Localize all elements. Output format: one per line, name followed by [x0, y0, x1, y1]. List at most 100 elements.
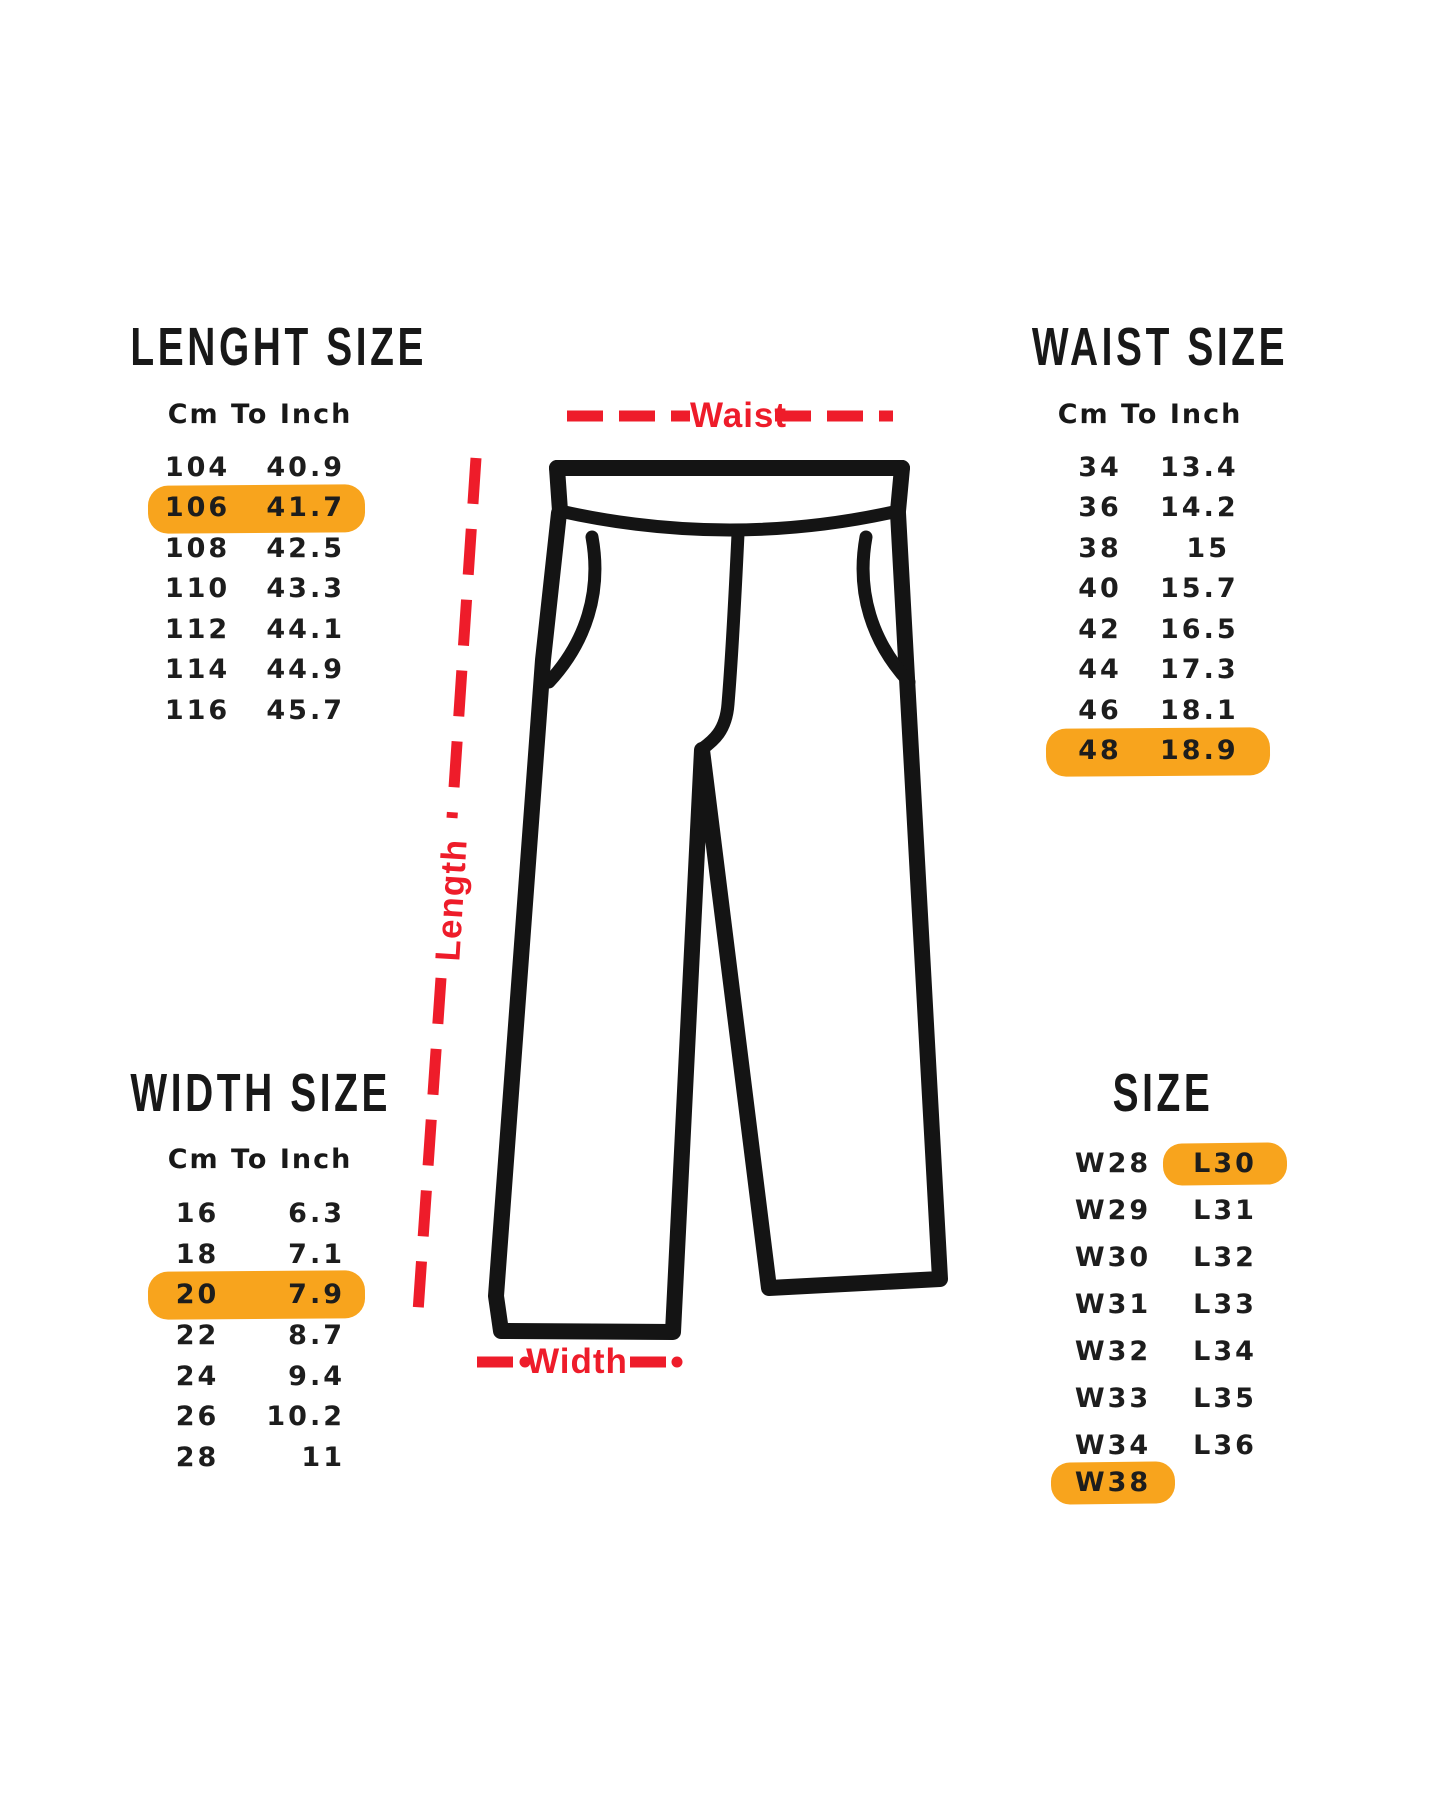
cm-value: 20: [175, 1279, 220, 1311]
cm-value: 40: [1078, 573, 1122, 605]
waist-size-value: W30: [1074, 1242, 1152, 1273]
cm-value: 38: [1078, 532, 1122, 564]
cm-value: 34: [1078, 451, 1122, 483]
waist-size-value: W28: [1074, 1148, 1152, 1179]
size-title: SIZE: [1112, 1063, 1214, 1123]
cm-value: 108: [164, 532, 231, 564]
pants-waistband-left: [549, 460, 568, 519]
cm-value: 46: [1078, 694, 1122, 726]
inch-value: 14.2: [1160, 492, 1239, 524]
table-row: 34 13.4: [1040, 447, 1235, 488]
table-row: 44 17.3: [1040, 650, 1239, 691]
length-size-subtitle: Cm To Inch: [167, 399, 353, 430]
inch-value: 40.9: [266, 451, 345, 483]
table-row: W28 L30: [1065, 1140, 1273, 1187]
inch-value: 17.3: [1160, 654, 1239, 686]
cm-value: 24: [175, 1360, 220, 1392]
table-row: 106 41.7: [140, 488, 345, 529]
waist-size-value: W32: [1074, 1336, 1152, 1367]
inch-value: 11: [301, 1441, 345, 1473]
cm-value: 42: [1078, 613, 1122, 645]
cm-value: 104: [164, 451, 231, 483]
table-row: 108 42.5: [140, 528, 345, 569]
waist-size-subtitle: Cm To Inch: [1057, 399, 1243, 430]
table-row: W29 L31: [1065, 1187, 1273, 1234]
table-row: 116 45.7: [140, 690, 345, 731]
length-size-value: L36: [1193, 1430, 1257, 1461]
cm-value: 18: [175, 1238, 220, 1270]
fly-seam: [695, 527, 745, 756]
length-measure-line-bottom: [412, 977, 447, 1313]
waist-size-table: 34 13.4 36 14.2 38 15 40 15.7 42 16.5 44…: [1040, 447, 1239, 772]
table-row: 26 10.2: [140, 1396, 345, 1437]
inch-value: 6.3: [288, 1197, 345, 1229]
cm-value: 16: [175, 1197, 220, 1229]
table-row: 48 18.9: [1040, 731, 1239, 772]
table-row: W32 L34: [1065, 1328, 1273, 1375]
size-table: W28 L30 W29 L31 W30 L32 W31 L33 W32 L34 …: [1065, 1140, 1273, 1506]
length-size-value: L33: [1193, 1289, 1257, 1320]
cm-value: 116: [164, 694, 231, 726]
table-row: 24 9.4: [140, 1356, 345, 1397]
cm-value: 36: [1078, 492, 1122, 524]
inch-value: 42.5: [266, 532, 345, 564]
width-label: Width: [526, 1342, 628, 1381]
inch-value: 18.9: [1160, 735, 1239, 767]
table-row: 36 14.2: [1040, 488, 1239, 529]
inch-value: 43.3: [266, 573, 345, 605]
inch-value: 16.5: [1160, 613, 1239, 645]
right-pocket-curve: [856, 530, 916, 689]
inch-value: 18.1: [1160, 694, 1239, 726]
table-row: 20 7.9: [140, 1274, 345, 1315]
length-measure-line-top: [446, 457, 482, 819]
cm-value: 112: [164, 613, 231, 645]
table-row: 16 6.3: [140, 1193, 345, 1234]
cm-value: 106: [164, 492, 231, 524]
width-size-title: WIDTH SIZE: [130, 1063, 392, 1123]
table-row: 112 44.1: [140, 609, 345, 650]
inch-value: 9.4: [288, 1360, 345, 1392]
waist-size-value: W33: [1074, 1383, 1152, 1414]
cm-value: 48: [1078, 735, 1122, 767]
length-size-value: L31: [1193, 1195, 1257, 1226]
width-size-table: 16 6.3 18 7.1 20 7.9 22 8.7 24 9.4 26 10…: [140, 1193, 345, 1478]
table-row: W38: [1065, 1459, 1273, 1506]
inch-value: 7.9: [288, 1279, 345, 1311]
table-row: W34 L36: [1065, 1422, 1273, 1469]
pants-waistband-right: [890, 460, 910, 519]
inch-value: 15: [1186, 532, 1230, 564]
cm-value: 22: [175, 1319, 220, 1351]
table-row: 28 11: [140, 1437, 345, 1478]
inch-value: 8.7: [288, 1319, 345, 1351]
inch-value: 15.7: [1160, 573, 1239, 605]
pants-waistband-bottom: [553, 504, 905, 537]
waist-size-value: W38: [1065, 1467, 1161, 1498]
waist-size-value: W29: [1074, 1195, 1152, 1226]
table-row: 42 16.5: [1040, 609, 1239, 650]
inch-value: 44.1: [266, 613, 345, 645]
length-size-table: 104 40.9 106 41.7 108 42.5 110 43.3 112 …: [140, 447, 345, 731]
table-row: 18 7.1: [140, 1234, 345, 1275]
length-size-value: L34: [1193, 1336, 1257, 1367]
inch-value: 44.9: [266, 654, 345, 686]
table-row: W30 L32: [1065, 1234, 1273, 1281]
inch-value: 10.2: [266, 1401, 345, 1433]
table-row: 114 44.9: [140, 650, 345, 691]
table-row: W33 L35: [1065, 1375, 1273, 1422]
cm-value: 28: [175, 1441, 220, 1473]
width-measure-dot-right: [671, 1356, 683, 1368]
width-size-subtitle: Cm To Inch: [167, 1144, 353, 1175]
table-row: 22 8.7: [140, 1315, 345, 1356]
left-pocket-curve: [542, 530, 602, 689]
waist-size-value: W31: [1074, 1289, 1152, 1320]
length-size-title: LENGHT SIZE: [130, 317, 428, 377]
table-row: W31 L33: [1065, 1281, 1273, 1328]
table-row: 104 40.9: [140, 447, 345, 488]
cm-value: 26: [175, 1401, 220, 1433]
table-row: 40 15.7: [1040, 569, 1239, 610]
cm-value: 114: [164, 654, 231, 686]
length-label: Length: [428, 837, 475, 963]
inch-value: 7.1: [288, 1238, 345, 1270]
